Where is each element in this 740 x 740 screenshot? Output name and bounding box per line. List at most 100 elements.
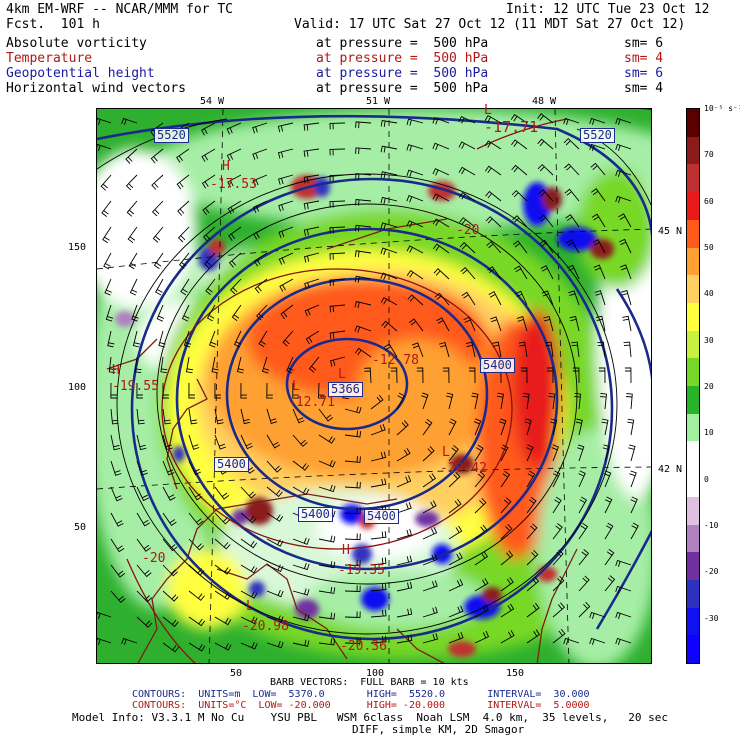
colorbar-tick-label: 40: [704, 289, 714, 299]
wind-barb: [277, 122, 294, 133]
wind-barb: [162, 382, 169, 399]
wind-barb: [329, 122, 346, 130]
wind-barb: [458, 191, 476, 202]
wind-barb: [240, 434, 253, 450]
wind-barb: [591, 188, 606, 202]
wind-barb: [329, 148, 346, 156]
wind-barb: [280, 304, 294, 320]
wind-barb: [266, 512, 284, 522]
wind-barb: [370, 635, 387, 644]
wind-barb: [266, 589, 284, 598]
field-name-vorticity: Absolute vorticity: [6, 36, 147, 51]
wind-barb: [180, 278, 190, 296]
wind-barb: [458, 116, 476, 124]
wind-barb: [552, 496, 562, 514]
wind-barb: [354, 300, 372, 309]
wind-barb: [125, 174, 138, 191]
wind-barb: [486, 241, 502, 254]
wind-barb: [598, 367, 606, 384]
colorbar-swatch: [687, 607, 699, 636]
wind-barb: [256, 304, 268, 321]
extremum-low-se: L: [442, 445, 450, 460]
wind-barb: [101, 200, 112, 217]
field-sm-vorticity: sm= 6: [624, 36, 664, 51]
wind-barb: [292, 486, 310, 496]
wind-barb: [463, 316, 476, 332]
wind-barb: [459, 217, 476, 228]
extremum-high-s: H: [342, 543, 350, 558]
wind-barb: [110, 382, 117, 399]
wind-barb: [178, 252, 190, 269]
wind-barb: [448, 445, 459, 462]
wind-barb: [627, 418, 635, 436]
wind-barb: [177, 200, 190, 216]
wind-barb: [474, 551, 489, 566]
extremum-high-w: H: [112, 363, 120, 378]
wind-barb: [537, 113, 554, 124]
wind-barb: [266, 640, 284, 649]
wind-barb: [471, 392, 479, 410]
wind-barb: [329, 226, 346, 234]
init-time: Init: 12 UTC Tue 23 Oct 12: [506, 2, 710, 17]
wind-barb: [240, 486, 256, 499]
wind-barb: [329, 174, 346, 182]
wind-barb: [380, 272, 398, 280]
wind-barb: [448, 579, 464, 592]
y-grid-label-100: 100: [68, 382, 87, 393]
wind-barb: [227, 174, 242, 188]
wind-barb: [131, 304, 139, 322]
wind-barb: [552, 523, 563, 540]
wind-barb: [253, 252, 268, 267]
contours-height-note: CONTOURS: UNITS=m LOW= 5370.0 HIGH= 5520…: [132, 689, 590, 700]
temp-label-20-n: -20: [456, 223, 480, 238]
field-level-wind: at pressure = 500 hPa: [316, 81, 489, 96]
wind-barb: [499, 418, 507, 436]
wind-barb: [630, 522, 639, 540]
forecast-map: [96, 108, 652, 664]
wind-barb: [318, 460, 336, 468]
wind-barb: [329, 330, 346, 339]
wind-barb: [188, 486, 203, 501]
wind-barb: [396, 555, 413, 566]
wind-barb: [188, 408, 198, 425]
valid-time: Valid: 17 UTC Sat 27 Oct 12 (11 MDT Sat …: [294, 17, 686, 32]
wind-barb: [578, 470, 586, 488]
wind-barb: [121, 637, 138, 645]
wind-barb: [615, 611, 632, 619]
wind-barb: [155, 278, 164, 296]
wind-barb: [214, 512, 231, 525]
lat-label-45n: 45 N: [658, 226, 683, 237]
wind-barb: [236, 356, 245, 374]
wind-barb: [266, 382, 273, 399]
wind-barb: [110, 590, 126, 604]
wind-barb: [201, 174, 216, 189]
wind-barb: [354, 224, 372, 232]
wind-barb: [526, 576, 540, 592]
wind-barb: [329, 278, 346, 287]
wind-barb: [214, 538, 231, 550]
wind-barb: [474, 630, 490, 644]
wind-barb: [500, 550, 514, 566]
wind-barb: [459, 242, 476, 254]
wind-barb: [615, 585, 632, 593]
wind-barb: [203, 252, 216, 269]
temp-label-ssw: -20.98: [242, 619, 289, 634]
wind-barb: [303, 226, 320, 237]
wind-barb: [623, 341, 632, 358]
wind-barb: [615, 143, 632, 151]
wind-barb: [303, 148, 320, 158]
wind-barb: [604, 496, 613, 514]
colorbar-swatch: [687, 496, 699, 525]
wind-barb: [344, 637, 361, 644]
wind-barb: [500, 603, 515, 618]
wind-barb: [355, 147, 372, 155]
height-label-5520-ne: 5520: [580, 128, 615, 143]
wind-barb: [176, 148, 190, 163]
wind-barb: [344, 533, 361, 541]
wind-barb: [214, 616, 232, 626]
wind-barb: [380, 171, 398, 179]
model-info: Model Info: V3.3.1 M No Cu YSU PBL WSM 6…: [72, 711, 669, 724]
wind-barb: [432, 117, 450, 125]
wind-barb: [183, 330, 192, 348]
field-sm-wind: sm= 4: [624, 81, 664, 96]
